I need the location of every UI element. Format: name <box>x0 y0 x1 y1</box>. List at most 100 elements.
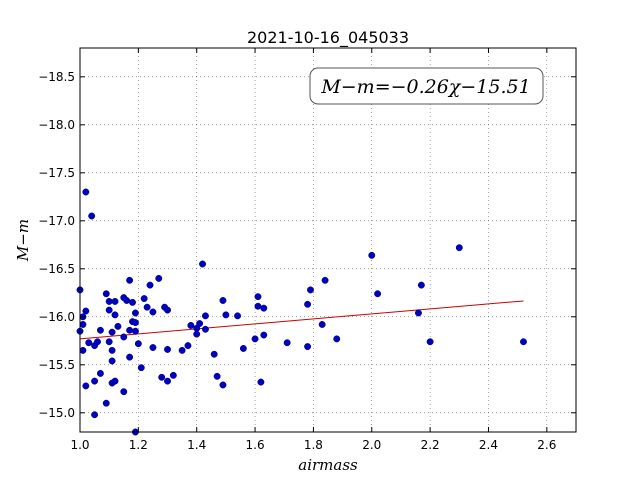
data-point <box>304 300 312 308</box>
data-point <box>94 338 101 346</box>
data-point <box>131 319 139 327</box>
data-point <box>318 321 326 328</box>
data-point <box>114 322 122 330</box>
data-point <box>251 335 259 343</box>
data-point <box>254 293 262 301</box>
data-point <box>111 297 119 305</box>
annotation-box <box>309 67 544 105</box>
data-point <box>239 345 247 352</box>
data-point <box>91 377 99 385</box>
data-point <box>105 297 113 305</box>
data-point <box>164 345 171 353</box>
data-point <box>374 290 382 298</box>
data-point <box>149 308 157 316</box>
data-point <box>202 312 209 320</box>
data-point <box>414 309 422 317</box>
data-point <box>219 297 227 304</box>
data-point <box>111 377 119 385</box>
data-point <box>257 378 265 386</box>
data-point <box>146 281 154 289</box>
data-point <box>120 333 128 341</box>
data-point <box>82 382 90 390</box>
data-point <box>88 212 96 220</box>
data-point <box>164 377 171 385</box>
x-tick-label: 1.0 <box>70 438 89 452</box>
data-point <box>96 326 104 334</box>
data-point <box>333 335 341 343</box>
x-tick-label: 1.4 <box>187 438 206 452</box>
data-point <box>129 298 136 306</box>
x-tick-labels: 1.0 1.2 1.4 1.6 1.8 2.0 2.2 2.4 2.6 <box>70 438 556 452</box>
data-point <box>169 371 177 379</box>
x-tick-label: 1.6 <box>246 438 265 452</box>
data-point <box>108 357 116 365</box>
data-point <box>234 312 242 320</box>
data-point <box>417 281 425 289</box>
x-tick-label: 2.4 <box>479 438 498 452</box>
data-point <box>254 302 262 310</box>
data-point <box>105 306 113 314</box>
data-point <box>219 381 227 389</box>
data-point <box>102 399 110 407</box>
data-point <box>307 286 314 294</box>
ticks <box>79 48 576 432</box>
plot-background <box>80 48 576 432</box>
data-point <box>120 388 128 396</box>
x-tick-label: 2.2 <box>421 438 440 452</box>
y-axis-label: M−m <box>14 219 32 262</box>
x-tick-label: 2.0 <box>362 438 381 452</box>
data-point <box>111 311 119 319</box>
y-tick-label: −15.5 <box>38 358 75 372</box>
data-point <box>260 304 268 312</box>
data-point <box>108 328 116 336</box>
x-tick-label: 1.8 <box>304 438 323 452</box>
data-point <box>304 343 312 351</box>
data-point <box>210 350 218 358</box>
data-point <box>123 297 131 304</box>
y-tick-label: −18.5 <box>38 70 75 84</box>
y-tick-label: −17.5 <box>38 166 75 180</box>
x-axis-label: airmass <box>298 456 358 474</box>
data-point <box>79 321 87 328</box>
data-point <box>96 369 104 377</box>
data-point <box>126 276 134 284</box>
data-point <box>79 346 87 354</box>
data-point <box>178 346 186 354</box>
data-point <box>126 326 134 334</box>
data-point <box>455 244 463 252</box>
data-point <box>143 303 151 311</box>
y-tick-labels: −15.0 −15.5 −16.0 −16.5 −17.0 −17.5 −18.0 −18.5 <box>38 70 75 420</box>
data-point <box>137 364 145 372</box>
data-point <box>102 290 110 298</box>
data-point <box>283 339 291 347</box>
data-points <box>76 188 527 436</box>
fit-line-group <box>79 300 524 340</box>
chart-title: 2021-10-16_045033 <box>247 28 409 48</box>
data-point <box>82 307 90 315</box>
data-point <box>202 325 209 333</box>
data-point <box>126 353 134 361</box>
data-point <box>105 338 113 346</box>
y-tick-label: −16.5 <box>38 262 75 276</box>
data-point <box>321 276 329 284</box>
data-point <box>85 339 93 347</box>
data-point <box>158 373 166 381</box>
x-tick-label: 1.2 <box>129 438 148 452</box>
data-point <box>155 274 163 282</box>
data-point <box>196 320 204 327</box>
data-point <box>187 321 195 329</box>
data-point <box>184 342 192 350</box>
data-point <box>213 372 221 380</box>
annotation-text: M−m=−0.26χ−15.51 <box>320 76 530 98</box>
data-point <box>222 311 230 319</box>
data-point <box>193 330 201 338</box>
fit-line <box>79 300 524 340</box>
data-point <box>108 346 116 354</box>
data-point <box>426 338 434 346</box>
data-point <box>131 327 139 335</box>
data-point <box>149 344 157 351</box>
y-tick-label: −16.0 <box>38 310 75 324</box>
data-point <box>164 306 171 314</box>
data-point <box>260 331 268 339</box>
